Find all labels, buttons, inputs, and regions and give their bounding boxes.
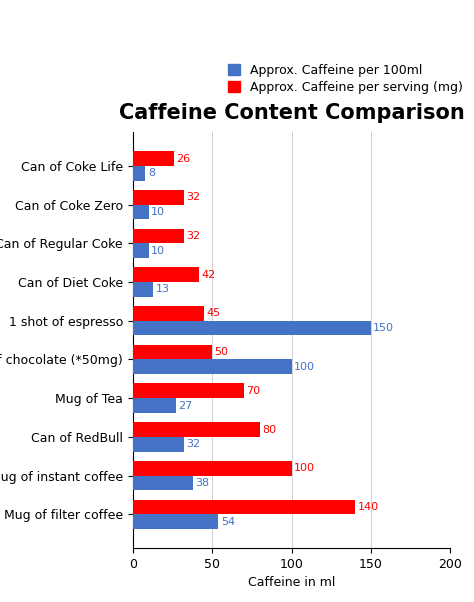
Text: 38: 38: [195, 478, 210, 488]
Text: 32: 32: [186, 231, 200, 241]
Text: 100: 100: [294, 362, 315, 372]
Text: 80: 80: [262, 424, 276, 435]
Bar: [133, 461, 292, 476]
Bar: [133, 422, 260, 437]
Text: 140: 140: [357, 502, 379, 512]
Bar: [133, 190, 183, 205]
Text: 42: 42: [202, 270, 216, 280]
Bar: [133, 514, 219, 529]
Bar: [133, 166, 146, 181]
Bar: [133, 229, 183, 243]
Bar: [133, 500, 355, 514]
Legend: Approx. Caffeine per 100ml, Approx. Caffeine per serving (mg): Approx. Caffeine per 100ml, Approx. Caff…: [228, 64, 463, 94]
Bar: [133, 345, 212, 359]
Bar: [133, 306, 204, 321]
Text: 150: 150: [374, 323, 394, 333]
Bar: [133, 321, 371, 335]
Text: 32: 32: [186, 439, 200, 449]
Text: 10: 10: [151, 246, 165, 256]
Text: 13: 13: [156, 285, 170, 294]
Bar: [133, 267, 200, 282]
Text: 26: 26: [176, 154, 191, 164]
Bar: [133, 282, 154, 297]
Title: Caffeine Content Comparison: Caffeine Content Comparison: [118, 102, 465, 123]
Bar: [133, 243, 148, 258]
Text: 10: 10: [151, 207, 165, 217]
Bar: [133, 437, 183, 452]
Text: 70: 70: [246, 386, 260, 396]
Text: 32: 32: [186, 193, 200, 202]
Bar: [133, 205, 148, 219]
Text: 8: 8: [148, 169, 155, 178]
Text: 27: 27: [178, 400, 192, 411]
Bar: [133, 383, 244, 398]
Text: 45: 45: [207, 308, 221, 318]
Text: 50: 50: [215, 347, 228, 357]
Bar: [133, 476, 193, 490]
Text: 100: 100: [294, 463, 315, 473]
Text: 54: 54: [221, 517, 235, 527]
Bar: [133, 398, 175, 413]
X-axis label: Caffeine in ml: Caffeine in ml: [248, 576, 335, 589]
Bar: [133, 359, 292, 374]
Bar: [133, 151, 174, 166]
